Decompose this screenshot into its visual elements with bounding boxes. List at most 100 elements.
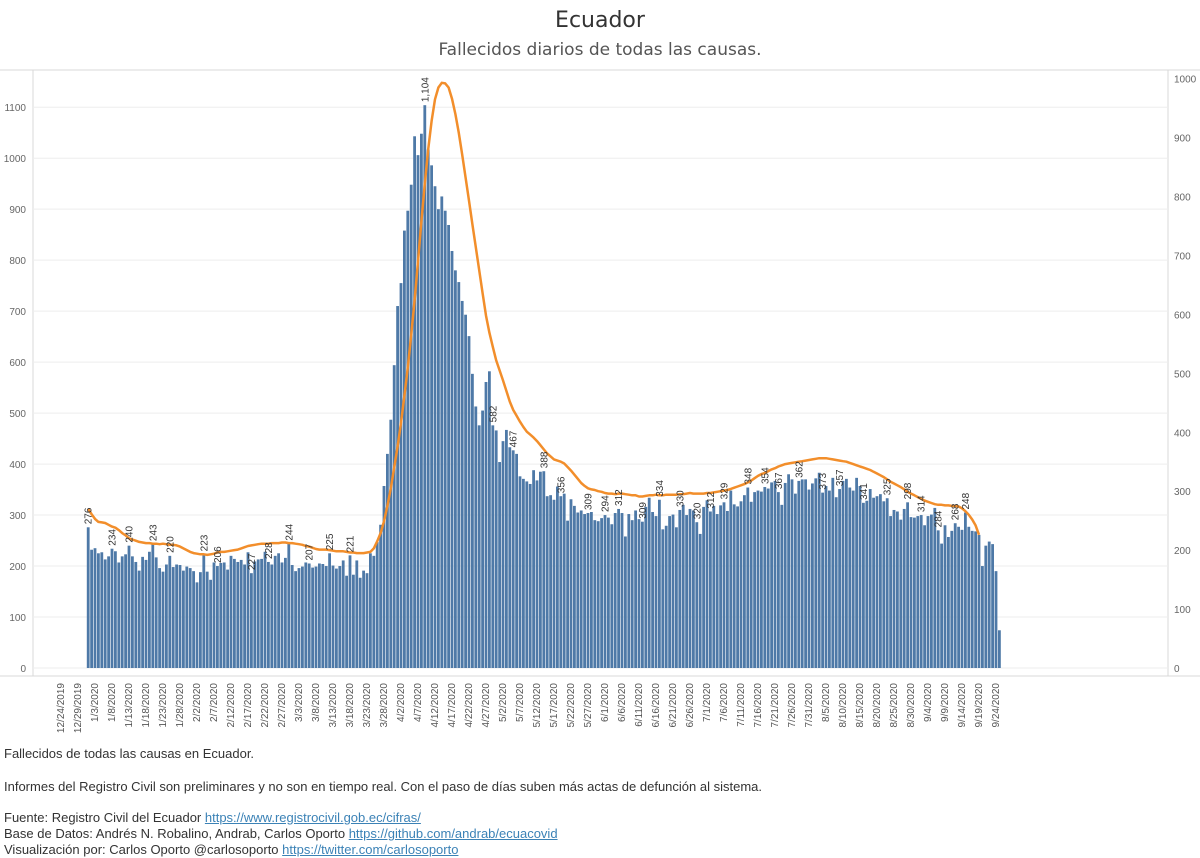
- bar-value-label: 268: [951, 503, 962, 520]
- bar: [970, 530, 974, 668]
- bar: [865, 500, 869, 668]
- bar: [409, 184, 413, 668]
- bar: [797, 480, 801, 668]
- bar: [811, 483, 814, 668]
- bar: [889, 516, 892, 668]
- bar: [389, 419, 393, 668]
- bar-value-label: 320: [692, 502, 703, 519]
- chart-title: Ecuador: [555, 8, 645, 33]
- database-link[interactable]: https://github.com/andrab/ecuacovid: [348, 826, 558, 841]
- x-axis-tick-label: 4/7/2020: [413, 683, 424, 722]
- bar: [607, 517, 610, 668]
- footer-description: Fallecidos de todas las causas en Ecuado…: [4, 746, 255, 761]
- bar: [637, 519, 641, 668]
- x-axis-tick-label: 4/2/2020: [396, 683, 407, 722]
- x-axis-tick-label: 12/29/2019: [73, 683, 84, 733]
- bar: [341, 560, 345, 668]
- chart-svg: 0 100 200 300 400 500 600 700 800 900 1000 1100 0 100…: [0, 69, 1200, 733]
- bar: [290, 565, 294, 668]
- bar: [671, 514, 675, 668]
- bar: [933, 507, 937, 668]
- bar: [647, 497, 651, 668]
- bar: [732, 504, 736, 668]
- bar-value-label: 227: [247, 553, 258, 570]
- bar: [420, 133, 423, 668]
- bar: [688, 508, 692, 668]
- bar: [661, 529, 665, 668]
- bar-value-label: 228: [264, 542, 275, 559]
- visualization-link[interactable]: https://twitter.com/carlosoporto: [282, 842, 459, 857]
- left-axis-tick-label: 400: [9, 460, 26, 471]
- bar: [719, 505, 722, 668]
- x-axis-tick-label: 3/8/2020: [311, 683, 322, 722]
- bar: [535, 480, 539, 668]
- bar: [552, 499, 556, 668]
- bar-value-label: 243: [148, 524, 159, 541]
- x-axis-tick-label: 6/1/2020: [600, 683, 611, 722]
- bar: [562, 493, 566, 668]
- bar-value-label: 330: [675, 490, 686, 507]
- bar: [460, 300, 464, 668]
- bar: [892, 509, 896, 668]
- bar: [219, 562, 223, 668]
- x-axis-tick-label: 8/10/2020: [838, 683, 849, 728]
- bar-value-label: 309: [638, 502, 649, 519]
- source-link[interactable]: https://www.registrocivil.gob.ec/cifras/: [204, 810, 421, 825]
- bar: [766, 488, 770, 668]
- left-axis-tick-label: 100: [9, 613, 26, 624]
- bar-value-label: 356: [556, 476, 567, 493]
- bar: [416, 155, 420, 668]
- bar: [263, 551, 267, 668]
- bar: [712, 505, 716, 668]
- bar: [362, 570, 365, 668]
- bar: [617, 508, 620, 668]
- bar: [675, 527, 678, 668]
- bar: [651, 512, 654, 668]
- x-axis-tick-label: 6/26/2020: [685, 683, 696, 728]
- bar: [348, 555, 352, 668]
- left-axis-tick-label: 500: [9, 409, 26, 420]
- left-axis-tick-label: 700: [9, 307, 26, 318]
- bar-value-label: 248: [961, 492, 972, 509]
- bar: [777, 492, 780, 668]
- bar: [828, 490, 831, 668]
- bar: [515, 453, 518, 668]
- bar: [528, 483, 532, 668]
- bar: [522, 478, 525, 668]
- bar: [205, 571, 209, 668]
- bar-value-label: 1,104: [420, 77, 431, 102]
- bar: [148, 551, 151, 668]
- bar: [692, 510, 695, 668]
- bar-value-label: 312: [614, 489, 625, 506]
- bar: [100, 552, 104, 668]
- x-axis-tick-label: 8/15/2020: [855, 683, 866, 728]
- x-axis-tick-label: 5/22/2020: [566, 683, 577, 728]
- bar: [821, 492, 824, 668]
- bar: [338, 566, 342, 668]
- bar: [90, 549, 93, 668]
- x-axis-tick-label: 5/2/2020: [498, 683, 509, 722]
- bar: [114, 551, 117, 668]
- bar: [834, 497, 838, 668]
- bar: [913, 517, 916, 668]
- bar: [566, 520, 569, 668]
- x-axis-tick-label: 2/17/2020: [243, 683, 254, 728]
- x-axis-tick-label: 4/27/2020: [481, 683, 492, 728]
- bar: [879, 494, 882, 668]
- bar-value-label: 220: [165, 536, 176, 553]
- bar-value-label: 312: [706, 491, 717, 508]
- bar: [124, 554, 127, 668]
- bar: [549, 495, 552, 668]
- bar: [875, 496, 879, 668]
- bar: [593, 520, 597, 668]
- visualization-label: Visualización por: Carlos Oporto @carlos…: [4, 842, 283, 857]
- x-axis-tick-label: 7/11/2020: [736, 683, 747, 727]
- footer-note: Informes del Registro Civil son prelimin…: [4, 779, 762, 794]
- bar: [573, 505, 576, 668]
- bar-value-label: 325: [883, 478, 894, 495]
- bar: [508, 447, 512, 668]
- bar: [481, 410, 484, 668]
- x-axis-tick-label: 2/7/2020: [209, 683, 220, 722]
- bar: [144, 559, 148, 668]
- left-axis-tick-label: 600: [9, 358, 26, 369]
